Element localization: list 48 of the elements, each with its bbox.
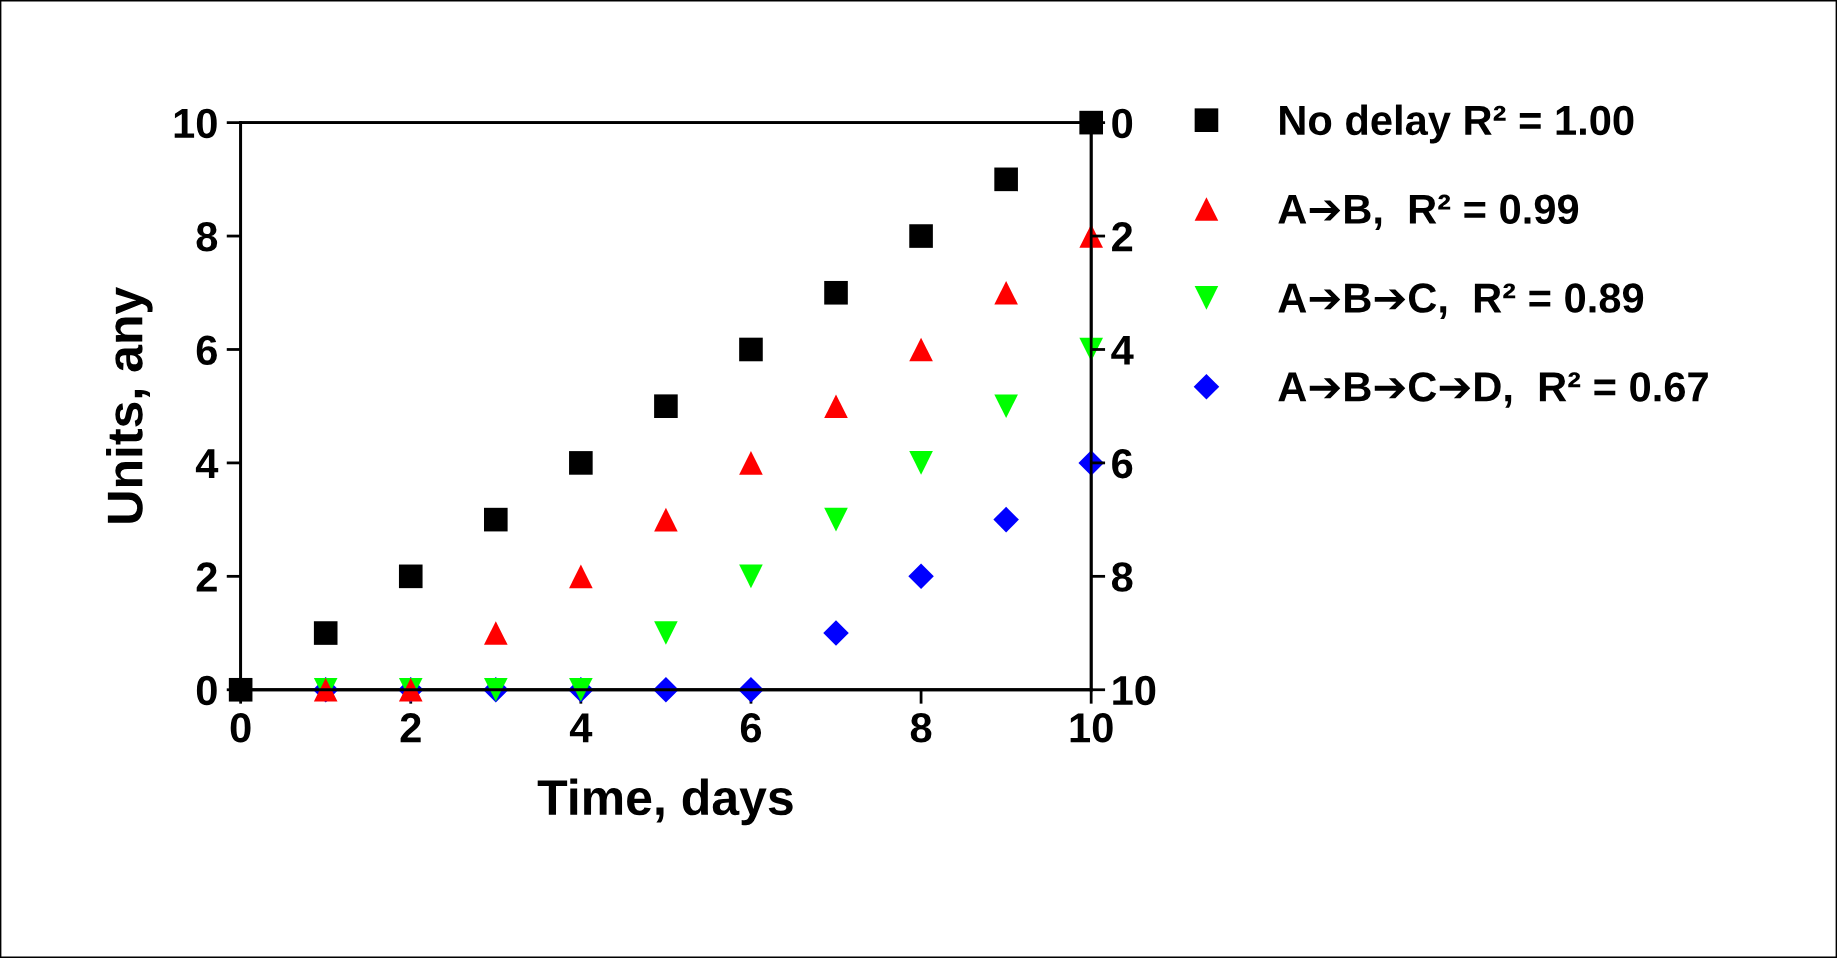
- y2-tick-label: 6: [1112, 448, 1133, 479]
- point: [823, 620, 849, 646]
- point: [739, 451, 763, 475]
- point: [909, 451, 933, 475]
- point: [908, 563, 934, 590]
- point: [824, 280, 848, 305]
- x-tick-label: 8: [910, 713, 932, 743]
- point: [824, 394, 848, 418]
- x-tick-label: 2: [400, 713, 421, 743]
- point: [824, 507, 848, 532]
- y-tick-label: 0: [196, 675, 217, 706]
- x-tick-label: 4: [569, 713, 593, 743]
- x-axis-title: Time, days: [537, 778, 793, 826]
- point: [569, 564, 593, 589]
- y2-tick-label: 0: [1112, 108, 1133, 139]
- point: [654, 621, 678, 645]
- y2-tick-label: 10: [1113, 675, 1156, 706]
- x-tick-label: 10: [1070, 713, 1113, 743]
- point: [739, 337, 763, 362]
- legend-label: A➔B, R² = 0.99: [1278, 194, 1579, 231]
- legend-label: A➔B➔C, R² = 0.89: [1278, 283, 1644, 319]
- point: [994, 280, 1018, 305]
- point: [654, 394, 678, 418]
- x-tick-label: 6: [740, 713, 762, 743]
- point: [994, 394, 1018, 418]
- point: [909, 337, 933, 362]
- y-tick-label: 4: [195, 449, 219, 478]
- y-tick-label: 10: [174, 108, 217, 139]
- point: [654, 507, 678, 532]
- x-tick-label: 0: [230, 713, 251, 743]
- point: [993, 506, 1019, 533]
- y-tick-label: 8: [196, 222, 218, 252]
- point: [739, 564, 763, 589]
- point: [569, 451, 593, 475]
- y2-tick-label: 2: [1112, 222, 1133, 252]
- point: [313, 621, 338, 645]
- point: [398, 564, 423, 589]
- point: [484, 621, 508, 645]
- point: [994, 167, 1018, 192]
- y-tick-label: 6: [196, 335, 217, 365]
- point: [909, 224, 933, 248]
- y-axis-title: Units, any: [106, 286, 153, 523]
- point: [484, 507, 508, 532]
- y2-tick-label: 4: [1111, 335, 1134, 365]
- legend-label: No delay R² = 1.00: [1280, 104, 1634, 144]
- y-tick-label: 2: [196, 562, 217, 592]
- y2-tick-label: 8: [1111, 562, 1133, 592]
- legend-label: A➔B➔C➔D, R² = 0.67: [1278, 372, 1708, 408]
